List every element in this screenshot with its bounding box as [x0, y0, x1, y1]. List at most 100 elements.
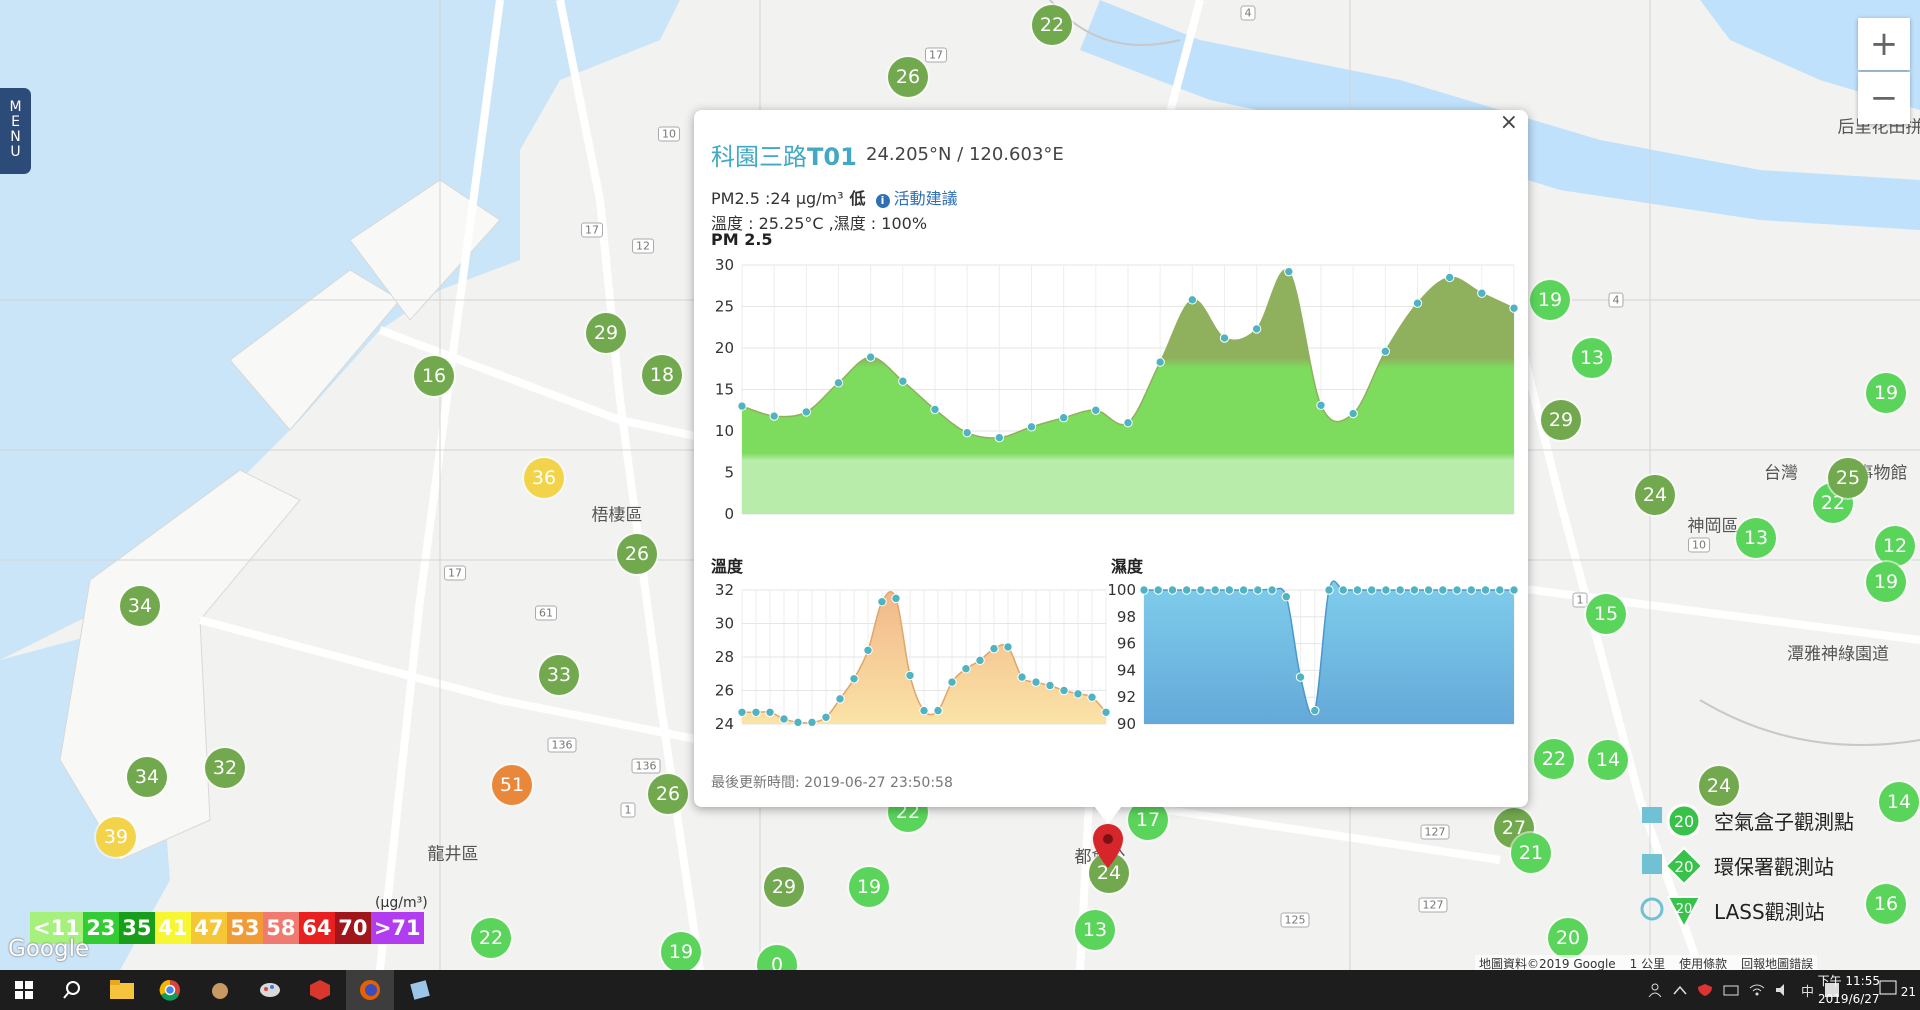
menu-letter: M [9, 99, 22, 115]
station-marker[interactable]: 51 [492, 765, 532, 805]
chrome-icon [159, 979, 180, 1001]
report-error-link[interactable]: 回報地圖錯誤 [1741, 957, 1814, 971]
app-icon [212, 983, 228, 999]
legend-cell: 47 [190, 912, 227, 944]
people-icon[interactable] [1647, 982, 1663, 998]
data-point [1352, 585, 1363, 595]
file-explorer-button[interactable] [98, 970, 146, 1010]
clock-time: 下午 11:55 [1817, 974, 1880, 988]
zoom-in-button[interactable]: + [1858, 18, 1910, 70]
data-point [1139, 585, 1149, 595]
scale-label: 1 公里 [1629, 957, 1666, 971]
ime-icon[interactable] [1824, 982, 1840, 998]
station-marker[interactable]: 25 [1828, 458, 1868, 498]
station-marker[interactable]: 34 [120, 586, 160, 626]
station-marker[interactable]: 0 [757, 945, 797, 970]
station-marker[interactable]: 15 [1586, 594, 1626, 634]
station-marker[interactable]: 13 [1736, 518, 1776, 558]
app-button-3[interactable] [296, 970, 344, 1010]
activity-advice-link[interactable]: 活動建議 [893, 189, 958, 208]
humidity-chart-title: 濕度 [1111, 557, 1144, 576]
station-marker[interactable]: 14 [1879, 782, 1919, 822]
app-button-4[interactable] [396, 970, 444, 1010]
system-tray: 中 [1647, 970, 1840, 1010]
firefox-button[interactable] [346, 970, 394, 1010]
y-tick-label: 30 [715, 615, 734, 633]
station-marker[interactable]: 13 [1572, 338, 1612, 378]
legend-unit: (μg/m³) [375, 895, 428, 911]
network-icon[interactable] [1723, 983, 1739, 997]
data-point [807, 717, 817, 728]
data-point [835, 694, 845, 704]
station-marker[interactable]: 19 [661, 932, 701, 970]
location-pin-icon[interactable] [1091, 822, 1125, 870]
notification-center[interactable]: 21 [1879, 980, 1916, 999]
station-marker[interactable]: 21 [1511, 833, 1551, 873]
app-button-1[interactable] [196, 970, 244, 1010]
station-marker[interactable]: 26 [648, 774, 688, 814]
data-point [1155, 357, 1165, 367]
station-marker[interactable]: 19 [1866, 562, 1906, 602]
app-button-2[interactable] [246, 970, 294, 1010]
station-marker[interactable]: 22 [1534, 739, 1574, 779]
system-clock[interactable]: 下午 11:55 2019/6/27 [1818, 972, 1880, 1008]
menu-letter: U [10, 144, 21, 160]
station-marker[interactable]: 16 [414, 356, 454, 396]
station-marker[interactable]: 19 [1530, 280, 1570, 320]
station-marker[interactable]: 29 [586, 313, 626, 353]
station-marker[interactable]: 22 [471, 918, 511, 958]
start-button[interactable] [0, 970, 48, 1010]
search-button[interactable] [48, 970, 96, 1010]
station-marker[interactable]: 19 [849, 867, 889, 907]
station-marker[interactable]: 20 [1548, 918, 1588, 958]
data-point [1153, 585, 1163, 595]
station-marker[interactable]: 33 [539, 655, 579, 695]
data-point [1091, 405, 1101, 415]
station-marker[interactable]: 26 [888, 57, 928, 97]
station-marker[interactable]: 34 [127, 757, 167, 797]
station-name: 科園三路 [711, 143, 807, 171]
data-point [1196, 585, 1206, 595]
data-point [975, 655, 985, 666]
input-language[interactable]: 中 [1800, 984, 1814, 1000]
humidity-chart: 90 92 94 96 98 100 [1107, 580, 1519, 733]
shield-icon[interactable] [1697, 983, 1713, 997]
station-marker[interactable]: 24 [1635, 475, 1675, 515]
road-number-shield: 136 [631, 758, 661, 774]
station-marker[interactable]: 32 [205, 748, 245, 788]
chart-area [742, 269, 1514, 514]
station-marker[interactable]: 12 [1875, 526, 1915, 566]
station-marker[interactable]: 24 [1699, 766, 1739, 806]
data-point [765, 707, 775, 717]
info-icon[interactable]: i [875, 194, 890, 208]
chrome-button[interactable] [146, 970, 194, 1010]
legend-cell: 41 [154, 912, 191, 944]
close-button[interactable]: × [1499, 110, 1518, 135]
data-point [1224, 585, 1235, 595]
station-marker[interactable]: 18 [642, 355, 682, 395]
y-tick-label: 28 [715, 648, 734, 666]
wifi-icon[interactable] [1749, 983, 1765, 997]
legend-epa: 20 環保署觀測站 [1640, 843, 1854, 888]
station-marker[interactable]: 13 [1075, 910, 1115, 950]
station-marker[interactable]: 26 [617, 534, 657, 574]
station-marker[interactable]: 29 [1541, 400, 1581, 440]
y-tick-label: 98 [1117, 608, 1136, 626]
terms-link[interactable]: 使用條款 [1679, 957, 1728, 971]
station-marker[interactable]: 39 [96, 817, 136, 857]
station-marker[interactable]: 19 [1866, 373, 1906, 413]
zoom-out-button[interactable]: − [1858, 72, 1910, 124]
station-marker[interactable]: 29 [764, 867, 804, 907]
station-marker[interactable]: 14 [1588, 740, 1628, 780]
chevron-up-icon[interactable] [1673, 984, 1687, 996]
station-marker[interactable]: 36 [524, 458, 564, 498]
data-point [1087, 692, 1097, 702]
map-place-label: 台灣 [1764, 463, 1798, 484]
station-marker[interactable]: 16 [1866, 884, 1906, 924]
station-marker[interactable]: 22 [1032, 5, 1072, 45]
road-number-shield: 4 [1608, 292, 1624, 308]
y-tick-label: 100 [1107, 581, 1136, 599]
volume-icon[interactable] [1775, 983, 1791, 997]
road-number-shield: 17 [925, 47, 947, 63]
